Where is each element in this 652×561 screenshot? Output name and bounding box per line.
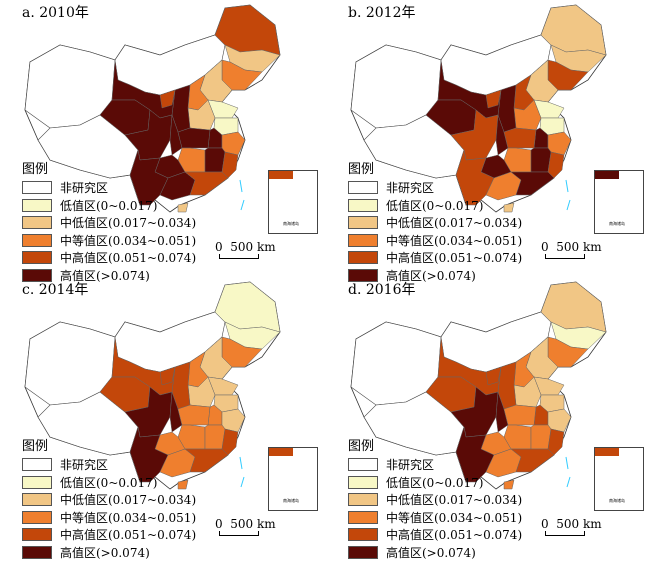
legend-item: 中低值区(0.017~0.034) <box>348 214 522 232</box>
panel-title: d. 2016年 <box>348 279 416 299</box>
legend: 图例 非研究区低值区(0~0.017)中低值区(0.017~0.034)中等值区… <box>22 435 196 561</box>
region-Jiangxi <box>205 425 225 449</box>
legend-item: 中低值区(0.017~0.034) <box>348 491 522 509</box>
legend-item: 非研究区 <box>22 179 196 197</box>
legend-swatch <box>348 251 378 264</box>
legend: 图例 非研究区低值区(0~0.017)中低值区(0.017~0.034)中等值区… <box>22 158 196 284</box>
map-panel: c. 2014年 图例 非研究区低值区(0~0.017)中低值区(0.017~0… <box>0 277 326 554</box>
legend-swatch <box>22 234 52 247</box>
legend-swatch <box>22 458 52 471</box>
legend-item: 中高值区(0.051~0.074) <box>22 249 196 267</box>
legend-item: 低值区(0~0.017) <box>348 197 522 215</box>
legend-swatch <box>22 546 52 559</box>
legend-item: 中低值区(0.017~0.034) <box>22 491 196 509</box>
legend-item: 中等值区(0.034~0.051) <box>22 509 196 527</box>
region-Jiangxi <box>205 148 225 172</box>
map-panel: d. 2016年 图例 非研究区低值区(0~0.017)中低值区(0.017~0… <box>326 277 652 554</box>
legend-swatch <box>348 493 378 506</box>
map-panel: b. 2012年 图例 非研究区低值区(0~0.017)中低值区(0.017~0… <box>326 0 652 277</box>
legend-item: 中低值区(0.017~0.034) <box>22 214 196 232</box>
legend-item: 中高值区(0.051~0.074) <box>348 526 522 544</box>
legend-title: 图例 <box>22 158 196 177</box>
legend-swatch <box>348 476 378 489</box>
legend-swatch <box>22 511 52 524</box>
south-china-sea-inset: 南海诸岛 <box>268 170 318 234</box>
legend-swatch <box>348 216 378 229</box>
legend-title: 图例 <box>22 435 196 454</box>
region-Hubei <box>178 405 210 425</box>
region-Hubei <box>178 128 210 148</box>
legend-item: 高值区(>0.074) <box>348 544 522 561</box>
legend-item: 低值区(0~0.017) <box>348 474 522 492</box>
legend-item: 低值区(0~0.017) <box>22 197 196 215</box>
legend-swatch <box>22 251 52 264</box>
legend-item: 中等值区(0.034~0.051) <box>348 232 522 250</box>
legend-swatch <box>348 528 378 541</box>
legend-swatch <box>22 528 52 541</box>
south-china-sea-inset: 南海诸岛 <box>268 447 318 511</box>
legend-swatch <box>348 458 378 471</box>
legend-swatch <box>22 216 52 229</box>
region-Hubei <box>504 405 536 425</box>
legend-swatch <box>348 199 378 212</box>
scale-bar: 0 500 km <box>215 240 276 259</box>
legend-item: 中等值区(0.034~0.051) <box>348 509 522 527</box>
legend-swatch <box>22 476 52 489</box>
legend-item: 非研究区 <box>348 179 522 197</box>
legend-swatch <box>22 181 52 194</box>
legend-item: 中等值区(0.034~0.051) <box>22 232 196 250</box>
legend-title: 图例 <box>348 158 522 177</box>
south-china-sea-inset: 南海诸岛 <box>594 447 644 511</box>
legend-item: 非研究区 <box>348 456 522 474</box>
legend-item: 非研究区 <box>22 456 196 474</box>
legend-swatch <box>22 199 52 212</box>
legend-item: 中高值区(0.051~0.074) <box>22 526 196 544</box>
map-panel: a. 2010年 图例 非研究区低值区(0~0.017)中低值区(0.017~0… <box>0 0 326 277</box>
legend-swatch <box>348 546 378 559</box>
legend-item: 中高值区(0.051~0.074) <box>348 249 522 267</box>
region-Jiangxi <box>531 148 551 172</box>
region-Jiangxi <box>531 425 551 449</box>
legend: 图例 非研究区低值区(0~0.017)中低值区(0.017~0.034)中等值区… <box>348 158 522 284</box>
legend-swatch <box>348 511 378 524</box>
legend-swatch <box>348 234 378 247</box>
panel-title: b. 2012年 <box>348 2 416 22</box>
scale-bar: 0 500 km <box>541 517 602 536</box>
scale-bar: 0 500 km <box>541 240 602 259</box>
region-Hubei <box>504 128 536 148</box>
legend: 图例 非研究区低值区(0~0.017)中低值区(0.017~0.034)中等值区… <box>348 435 522 561</box>
legend-item: 高值区(>0.074) <box>22 544 196 561</box>
panel-title: c. 2014年 <box>22 279 88 299</box>
scale-bar: 0 500 km <box>215 517 276 536</box>
panel-title: a. 2010年 <box>22 2 89 22</box>
legend-item: 低值区(0~0.017) <box>22 474 196 492</box>
legend-swatch <box>348 181 378 194</box>
legend-title: 图例 <box>348 435 522 454</box>
legend-swatch <box>22 493 52 506</box>
south-china-sea-inset: 南海诸岛 <box>594 170 644 234</box>
